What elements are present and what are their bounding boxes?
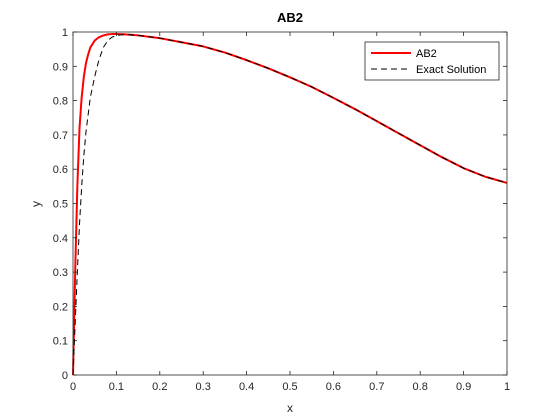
legend: AB2 Exact Solution [364,41,500,81]
chart-title: AB2 [277,10,303,25]
x-tick-label: 0.4 [239,381,254,393]
x-tick-label: 0.8 [413,381,428,393]
y-tick-label: 0.1 [53,336,68,348]
y-tick-label: 0.2 [53,301,68,313]
y-tick-label: 0.8 [53,96,68,108]
y-tick-label: 1 [62,27,68,39]
y-tick-label: 0.6 [53,164,68,176]
x-tick-label: 0.3 [196,381,211,393]
y-axis-label: y [29,201,43,207]
y-tick-label: 0.4 [53,233,68,245]
x-tick-label: 0.9 [456,381,471,393]
x-tick-label: 0.7 [369,381,384,393]
plot-area-background [73,32,507,375]
y-tick-label: 0.9 [53,61,68,73]
x-tick-label: 0.5 [282,381,297,393]
x-axis-label: x [287,401,293,415]
legend-label-exact-solution: Exact Solution [416,64,486,76]
x-tick-label: 0 [70,381,76,393]
y-tick-label: 0.7 [53,130,68,142]
y-tick-label: 0.3 [53,267,68,279]
y-tick-label: 0 [62,370,68,382]
tick-layer: 0 0.1 0.2 0.3 0.4 0.5 0.6 0.7 0.8 0.9 1 0 0.1 0.2 0.3 0… [53,27,510,393]
x-tick-label: 0.6 [326,381,341,393]
series-layer [72,33,508,376]
legend-box [364,41,500,81]
x-tick-label: 0.1 [109,381,124,393]
y-tick-label: 0.5 [53,199,68,211]
x-tick-label: 0.2 [152,381,167,393]
legend-label-ab2: AB2 [416,48,437,60]
x-tick-label: 1 [504,381,510,393]
series-line-exact-solution [72,33,508,376]
